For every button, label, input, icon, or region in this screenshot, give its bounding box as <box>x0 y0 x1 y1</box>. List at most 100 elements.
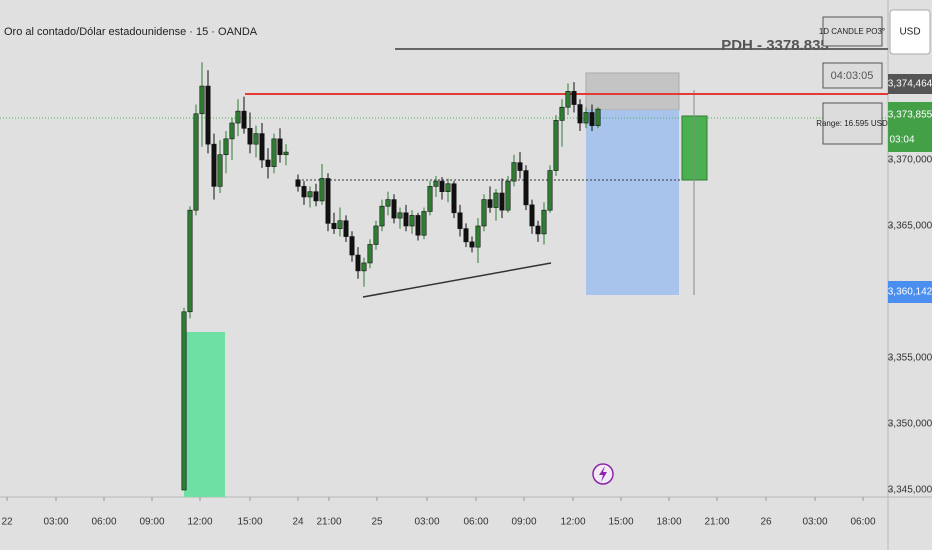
candle-body <box>181 311 187 491</box>
candle-body <box>445 183 451 192</box>
candle-body <box>223 138 229 156</box>
candle-body <box>475 225 481 248</box>
price-tag-high <box>888 74 932 94</box>
candle-body <box>559 106 565 121</box>
candle-body <box>451 183 457 214</box>
y-tick-label: 3,365,000 <box>888 221 932 232</box>
stop-box <box>585 72 680 111</box>
candle-body <box>373 225 379 245</box>
x-tick-label: 12:00 <box>187 517 212 528</box>
x-tick-label: 03:00 <box>802 517 827 528</box>
price-tag-low <box>888 281 932 303</box>
candle-body <box>295 179 301 187</box>
candle-body <box>457 212 463 229</box>
candle-body <box>193 113 199 211</box>
y-tick-label: 3,350,000 <box>888 419 932 430</box>
x-tick-label: 15:00 <box>608 517 633 528</box>
candle-body <box>229 122 235 140</box>
candle-body <box>253 133 259 145</box>
candle-body <box>571 91 577 105</box>
candle-body <box>427 186 433 212</box>
candle-body <box>199 85 205 115</box>
candle-body <box>187 209 193 313</box>
candle-body <box>325 178 331 224</box>
candle-body <box>355 254 361 272</box>
candle-body <box>421 211 427 236</box>
x-tick-label: 21:00 <box>316 517 341 528</box>
candle-body <box>517 162 523 171</box>
candle-body <box>349 236 355 256</box>
candle-body <box>499 192 505 211</box>
candle-body <box>385 199 391 207</box>
x-tick-label: 25 <box>371 517 383 528</box>
candle-body <box>259 133 265 161</box>
candle-body <box>493 192 499 208</box>
candle-body <box>553 120 559 171</box>
candle-body <box>511 162 517 182</box>
candle-body <box>487 199 493 208</box>
candle-body <box>433 180 439 187</box>
candle-body <box>379 205 385 227</box>
candle-body <box>271 138 277 167</box>
candle-body <box>577 104 583 124</box>
candle-body <box>541 209 547 235</box>
candle-body <box>217 154 223 187</box>
x-tick-label: 06:00 <box>91 517 116 528</box>
candle-body <box>565 91 571 108</box>
chart-title: Oro al contado/Dólar estadounidense · 15… <box>4 26 258 38</box>
currency-label[interactable]: USD <box>899 27 920 38</box>
candle-body <box>343 220 349 237</box>
price-tag-last <box>888 102 932 152</box>
x-tick-label: 06:00 <box>850 517 875 528</box>
po3-box <box>822 16 883 47</box>
candle-body <box>523 170 529 206</box>
candle-body <box>547 170 553 211</box>
candle-body <box>265 159 271 167</box>
candle-body <box>307 191 313 198</box>
candle-body <box>505 180 511 211</box>
price-tag-text: 3,374,464 <box>888 79 932 90</box>
x-tick-label: 22 <box>1 517 13 528</box>
candle-body <box>313 191 319 202</box>
candle-body <box>589 112 595 126</box>
x-tick-label: 03:00 <box>414 517 439 528</box>
candle-body <box>463 228 469 243</box>
candle-body <box>469 241 475 248</box>
candle-body <box>277 138 283 156</box>
candle-body <box>367 244 373 264</box>
candle-body <box>397 212 403 219</box>
y-tick-label: 3,370,000 <box>888 155 932 166</box>
candle-body <box>409 215 415 227</box>
candle-body <box>481 199 487 227</box>
countdown: 03:04 <box>889 135 914 146</box>
candle-body <box>535 225 541 235</box>
candle-body <box>529 204 535 227</box>
zone-box <box>184 332 225 497</box>
timer-box <box>822 62 883 89</box>
y-tick-label: 3,355,000 <box>888 353 932 364</box>
candle-body <box>283 151 289 156</box>
x-tick-label: 09:00 <box>139 517 164 528</box>
x-tick-label: 18:00 <box>656 517 681 528</box>
price-tag-text: 3,373,855 <box>888 110 932 121</box>
candle-body <box>403 212 409 227</box>
candle-body <box>391 199 397 219</box>
pdh-label: PDH - 3378.835 <box>721 37 829 54</box>
range-box <box>822 102 883 145</box>
candle-body <box>241 110 247 129</box>
x-tick-label: 21:00 <box>704 517 729 528</box>
candle-body <box>205 85 211 145</box>
candle-body <box>211 143 217 187</box>
po3-label: 1D CANDLE PO3° <box>819 27 885 36</box>
trend-line <box>362 262 552 298</box>
x-tick-label: 15:00 <box>237 517 262 528</box>
x-tick-label: 24 <box>292 517 304 528</box>
x-tick-label: 03:00 <box>43 517 68 528</box>
y-tick-label: 3,345,000 <box>888 485 932 496</box>
timer-label: 04:03:05 <box>831 70 874 82</box>
candle-body <box>331 223 337 229</box>
currency-box[interactable] <box>889 9 931 55</box>
candle-body <box>235 110 241 124</box>
